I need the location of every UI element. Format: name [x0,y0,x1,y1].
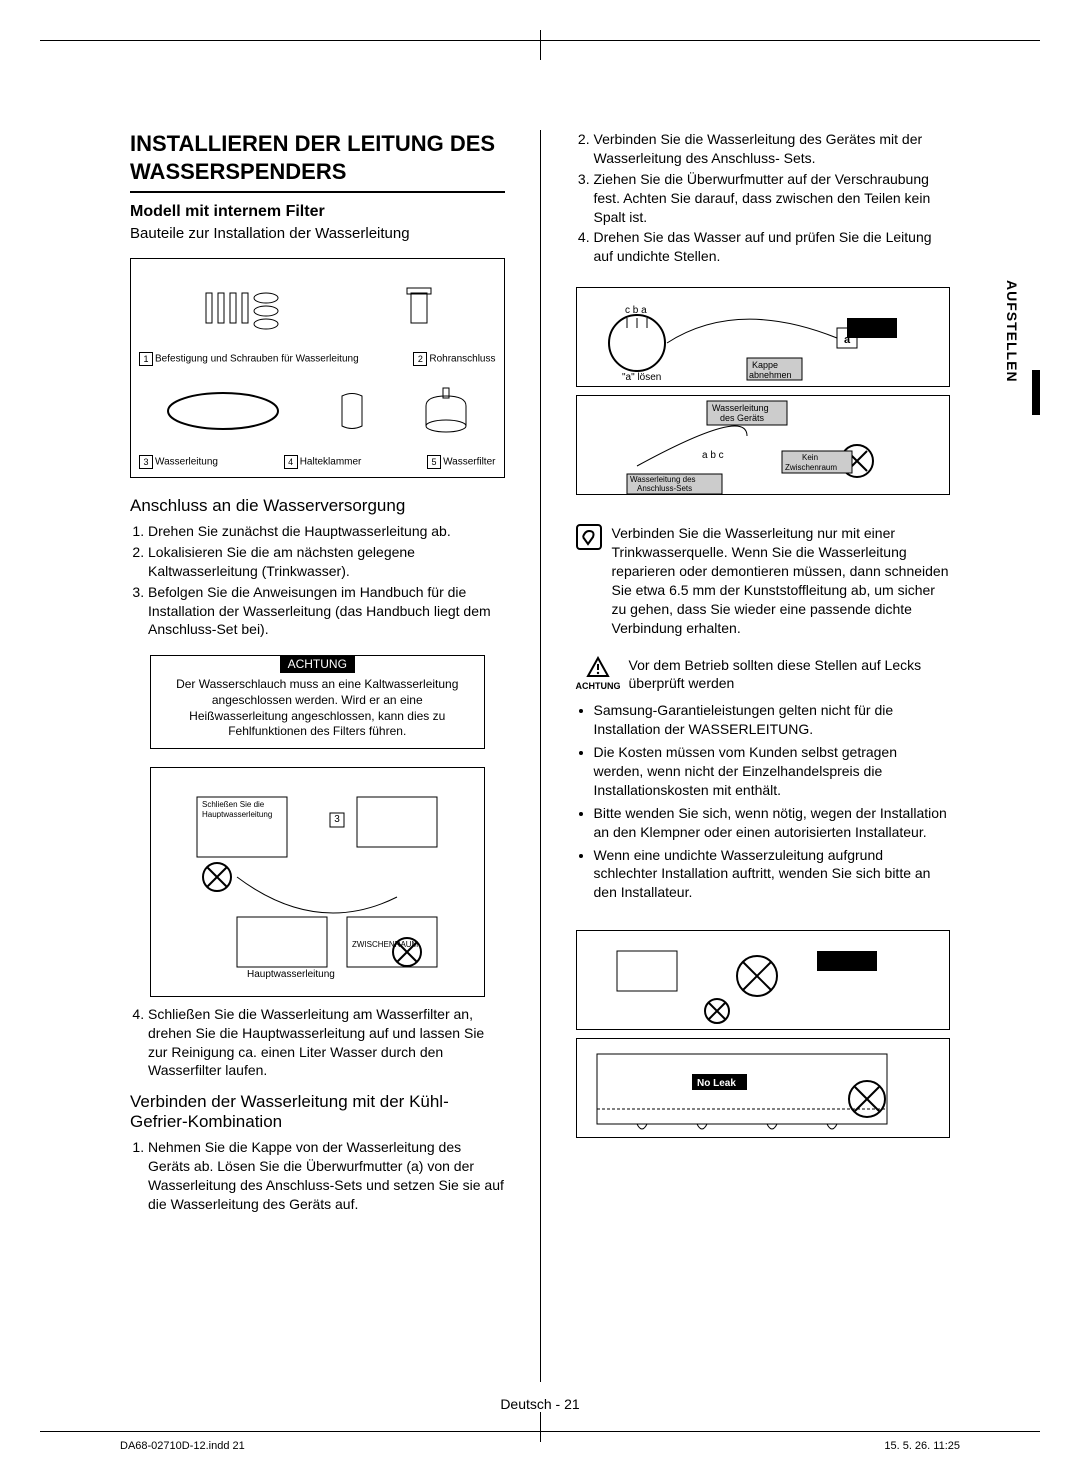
list-item: Nehmen Sie die Kappe von der Wasserleitu… [148,1138,505,1214]
figure-leak-check: No Leak [576,914,951,1154]
left-column: INSTALLIEREN DER LEITUNG DES WASSERSPEND… [130,130,505,1382]
waterline-top-diagram: c b a a "a" lösen Kappe abnehmen [577,288,950,386]
part-label-1: Befestigung und Schrauben für Wasserleit… [155,354,359,365]
print-date: 15. 5. 26. 11:25 [884,1440,960,1452]
bullet-list: Samsung-Garantieleistungen gelten nicht … [576,701,951,906]
print-id: DA68-02710D-12.indd 21 [120,1440,245,1452]
part-label-5: Wasserfilter [443,457,495,468]
svg-text:No Leak: No Leak [697,1078,736,1089]
list-fridge-cont: Verbinden Sie die Wasserleitung des Gerä… [576,130,951,268]
svg-text:abnehmen: abnehmen [749,370,792,380]
connector-icon [399,283,439,333]
svg-text:Anschluss-Sets: Anschluss-Sets [637,484,692,493]
subheading-model: Modell mit internem Filter [130,203,505,221]
note-row: Verbinden Sie die Wasserleitung nur mit … [576,524,951,637]
subtitle-parts: Bauteile zur Installation der Wasserleit… [130,225,505,242]
side-tab-label: AUFSTELLEN [1004,280,1020,383]
svg-text:Kappe: Kappe [752,360,778,370]
list-item: Samsung-Garantieleistungen gelten nicht … [594,701,951,739]
filter-icon [421,386,471,436]
side-tab-marker [1032,370,1040,415]
tube-icon [163,386,283,436]
svg-text:Hauptwasserleitung: Hauptwasserleitung [202,810,272,819]
svg-text:Hauptwasserleitung: Hauptwasserleitung [247,969,335,980]
list-item: Bitte wenden Sie sich, wenn nötig, wegen… [594,804,951,842]
svg-text:des Geräts: des Geräts [720,413,765,423]
list-supply-cont: Schließen Sie die Wasserleitung am Wasse… [130,1005,505,1083]
svg-text:Schließen Sie die: Schließen Sie die [202,800,265,809]
warning-row: ACHTUNG Vor dem Betrieb sollten diese St… [576,656,951,694]
list-supply: Drehen Sie zunächst die Hauptwasserleitu… [130,522,505,641]
screws-icon [196,283,286,333]
list-item: Schließen Sie die Wasserleitung am Wasse… [148,1005,505,1081]
list-item: Die Kosten müssen vom Kunden selbst getr… [594,743,951,800]
note-icon [576,524,602,550]
list-item: Drehen Sie das Wasser auf und prüfen Sie… [594,228,951,266]
list-item: Verbinden Sie die Wasserleitung des Gerä… [594,130,951,168]
heading-connect-fridge: Verbinden der Wasserleitung mit der Kühl… [130,1092,505,1132]
warning-text: Vor dem Betrieb sollten diese Stellen au… [629,656,951,694]
right-column: Verbinden Sie die Wasserleitung des Gerä… [576,130,951,1382]
leak-top-diagram [577,931,950,1029]
page-number: Deutsch - 21 [500,1396,579,1412]
svg-text:a: a [844,334,851,346]
main-heading: INSTALLIEREN DER LEITUNG DES WASSERSPEND… [130,130,505,193]
clamp-icon [332,386,372,436]
list-item: Wenn eine undichte Wasserzuleitung aufgr… [594,846,951,903]
list-item: Lokalisieren Sie die am nächsten gelegen… [148,543,505,581]
leak-bottom-diagram: No Leak [577,1039,950,1137]
warning-icon [586,656,610,678]
svg-text:c b a: c b a [625,305,647,316]
part-label-3: Wasserleitung [155,457,218,468]
svg-text:3: 3 [334,814,340,825]
list-item: Ziehen Sie die Überwurfmutter auf der Ve… [594,170,951,227]
waterline-bottom-diagram: Wasserleitung des Geräts a b c Kein Zwis… [577,396,950,494]
figure-waterline: c b a a "a" lösen Kappe abnehmen [576,276,951,506]
svg-text:"a" lösen: "a" lösen [622,372,661,383]
part-label-2: Rohranschluss [429,354,495,365]
caution-text: Der Wasserschlauch muss an eine Kaltwass… [151,677,484,739]
list-item: Befolgen Sie die Anweisungen im Handbuch… [148,583,505,640]
svg-text:ZWISCHENRAUM: ZWISCHENRAUM [352,940,419,949]
column-separator [540,130,541,1382]
list-fridge: Nehmen Sie die Kappe von der Wasserleitu… [130,1138,505,1216]
svg-text:a b c: a b c [702,450,724,461]
svg-text:Kein: Kein [802,453,818,462]
list-item: Drehen Sie zunächst die Hauptwasserleitu… [148,522,505,541]
svg-text:Wasserleitung des: Wasserleitung des [630,475,696,484]
note-text: Verbinden Sie die Wasserleitung nur mit … [612,524,951,637]
caution-box: ACHTUNG Der Wasserschlauch muss an eine … [150,655,485,748]
svg-text:Wasserleitung: Wasserleitung [712,403,769,413]
figure-parts: 1Befestigung und Schrauben für Wasserlei… [130,258,505,478]
warning-label: ACHTUNG [576,680,621,692]
part-label-4: Halteklammer [300,457,362,468]
svg-text:Zwischenraum: Zwischenraum [785,463,837,472]
connection-diagram: Schließen Sie die Hauptwasserleitung 3 H… [177,777,457,987]
svg-text:KEIN: KEIN [372,930,391,939]
caution-title: ACHTUNG [280,655,355,673]
page-content: INSTALLIEREN DER LEITUNG DES WASSERSPEND… [130,130,950,1382]
figure-connection: Schließen Sie die Hauptwasserleitung 3 H… [150,767,485,997]
heading-connect-supply: Anschluss an die Wasserversorgung [130,496,505,516]
